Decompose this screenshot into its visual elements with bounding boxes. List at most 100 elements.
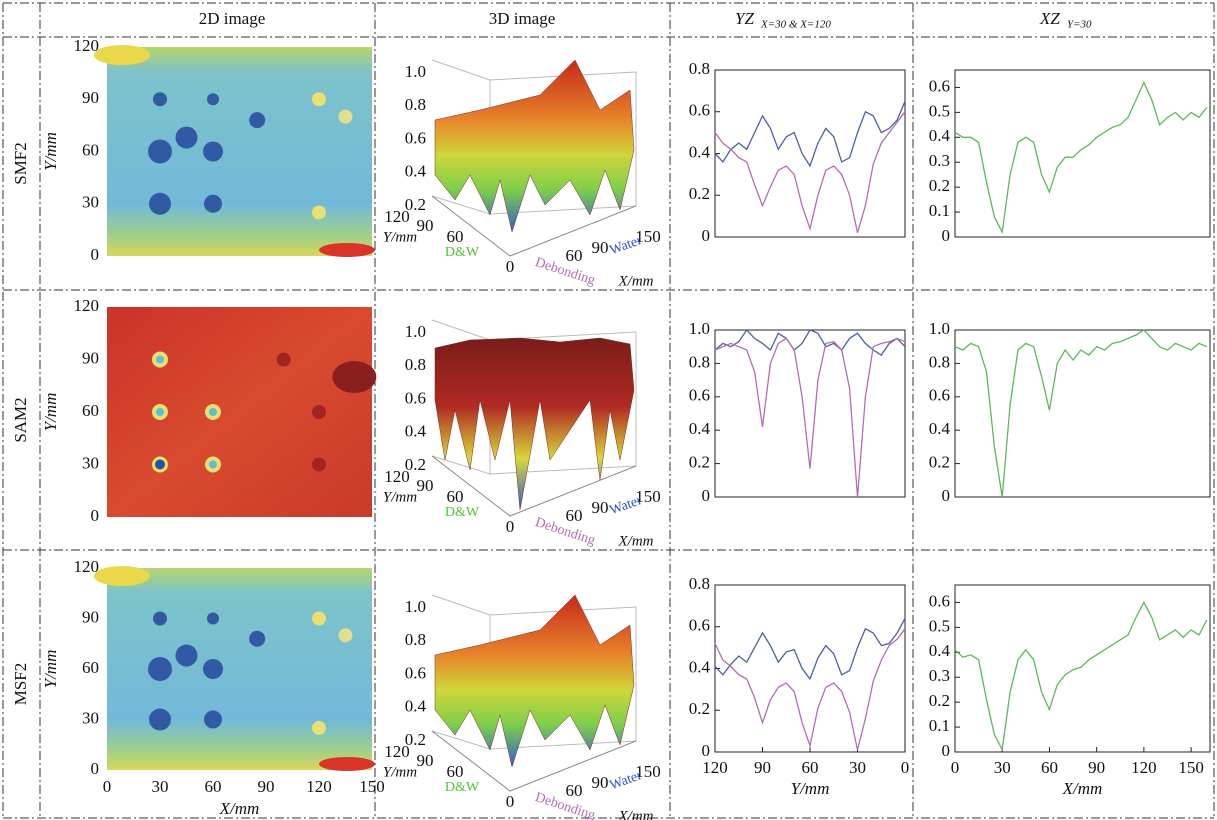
y-tick-label: 90	[82, 348, 99, 367]
y-tick-label: 90	[417, 216, 434, 235]
heatmap-spot	[249, 630, 266, 647]
y-tick-label: 0.6	[689, 386, 710, 405]
surface-box	[431, 455, 637, 517]
x-axis-label: X/mm	[618, 273, 654, 289]
x-tick-label: 30	[994, 758, 1011, 777]
origin-label: 0	[506, 792, 515, 811]
heatmap-spot	[94, 566, 150, 586]
y-tick-label: 0.1	[929, 716, 950, 735]
annotation: D&W	[445, 780, 480, 795]
x-tick-label: 30	[849, 758, 866, 777]
surface	[434, 59, 635, 233]
surface-plot: 0.2 0.4 0.6 0.8 1.0 120 90 60 60 90 150 0 Y/mm X/mm D&…	[383, 319, 661, 549]
heatmap-spot	[204, 194, 222, 213]
z-tick-label: 0.6	[405, 128, 426, 147]
plot-frame	[714, 329, 906, 498]
x-tick-label: 60	[205, 777, 222, 796]
y-tick-label: 0.2	[689, 453, 710, 472]
y-tick-label: 0	[702, 226, 711, 245]
x-tick-label: 90	[258, 777, 275, 796]
annotation: D&W	[445, 245, 480, 260]
z-tick-label: 1.0	[405, 597, 426, 616]
y-tick-label: 0	[942, 226, 951, 245]
y-tick-label: 0	[91, 506, 100, 525]
header-sub: Y=30	[1067, 19, 1092, 31]
plot-frame	[954, 69, 1211, 238]
y-tick-label: 0.2	[929, 176, 950, 195]
heatmap-spot	[312, 92, 326, 107]
surface-box	[489, 331, 637, 475]
surface	[434, 337, 635, 511]
heatmap-spot	[312, 205, 326, 220]
x-tick-label: 60	[1041, 758, 1058, 777]
annotation: Water	[608, 233, 645, 259]
y-tick-label: 0.3	[929, 151, 950, 170]
y-tick-label: 0	[702, 486, 711, 505]
y-axis-label: Y/mm	[383, 229, 417, 245]
z-tick-label: 0.2	[405, 195, 426, 214]
heatmap-spot	[153, 611, 167, 626]
data-line	[714, 328, 906, 356]
x-axis-label: X/mm	[219, 799, 260, 818]
plot-frame	[954, 329, 1211, 498]
heatmap-spot	[203, 141, 223, 162]
heatmap-spot	[204, 710, 222, 729]
y-tick-label: 0.2	[929, 691, 950, 710]
z-tick-label: 0.8	[405, 95, 426, 114]
header: YZ	[735, 9, 754, 28]
heatmap-spot	[156, 355, 164, 364]
heatmap-spot	[207, 93, 219, 106]
heatmap-spot	[175, 126, 198, 149]
origin-label: 0	[506, 257, 515, 276]
y-tick-label: 30	[82, 453, 99, 472]
x-tick-label: 90	[592, 773, 609, 792]
z-tick-label: 0.4	[405, 162, 427, 181]
x-tick-label: 0	[951, 758, 960, 777]
x-tick-label: 60	[566, 506, 583, 525]
x-tick-label: 150	[359, 777, 385, 796]
y-tick-label: 90	[82, 607, 99, 626]
origin-label: 0	[506, 517, 515, 536]
z-tick-label: 1.0	[405, 322, 426, 341]
heatmap-spot	[338, 109, 353, 124]
y-tick-label: 0	[942, 486, 951, 505]
heatmap-spot	[249, 112, 266, 129]
x-tick-label: 30	[152, 777, 169, 796]
y-tick-label: 0.3	[929, 666, 950, 685]
x-tick-label: 90	[1088, 758, 1105, 777]
y-tick-label: 120	[384, 467, 410, 486]
x-axis-label: X/mm	[1062, 779, 1103, 798]
y-tick-label: 1.0	[689, 319, 710, 338]
x-tick-label: 120	[1131, 758, 1157, 777]
x-tick-label: 0	[901, 758, 910, 777]
surface-box	[431, 195, 637, 257]
y-tick-label: 0.4	[929, 419, 951, 438]
z-tick-label: 0.6	[405, 663, 426, 682]
data-line	[714, 618, 906, 681]
heatmap-spot	[149, 708, 171, 731]
y-tick-label: 60	[447, 762, 464, 781]
data-line	[954, 80, 1208, 235]
heatmap-spot	[156, 408, 164, 416]
z-tick-label: 0.2	[405, 730, 426, 749]
y-tick-label: 90	[417, 751, 434, 770]
x-axis-label: X/mm	[618, 533, 654, 549]
y-tick-label: 0	[702, 741, 711, 760]
surface	[434, 594, 635, 768]
y-tick-label: 0.4	[689, 657, 711, 676]
y-tick-label: 0.6	[689, 101, 710, 120]
x-tick-label: 60	[566, 246, 583, 265]
y-tick-label: 120	[384, 207, 410, 226]
x-axis-label: X/mm	[618, 808, 654, 820]
z-tick-label: 0.4	[405, 422, 427, 441]
y-tick-label: 30	[82, 708, 99, 727]
header: XZ	[1039, 9, 1060, 28]
heatmap-spot	[149, 192, 171, 215]
y-tick-label: 0.4	[689, 419, 711, 438]
y-tick-label: 0.8	[689, 352, 710, 371]
y-tick-label: 0.4	[929, 126, 951, 145]
y-tick-label: 60	[82, 658, 99, 677]
y-tick-label: 0.8	[929, 352, 950, 371]
